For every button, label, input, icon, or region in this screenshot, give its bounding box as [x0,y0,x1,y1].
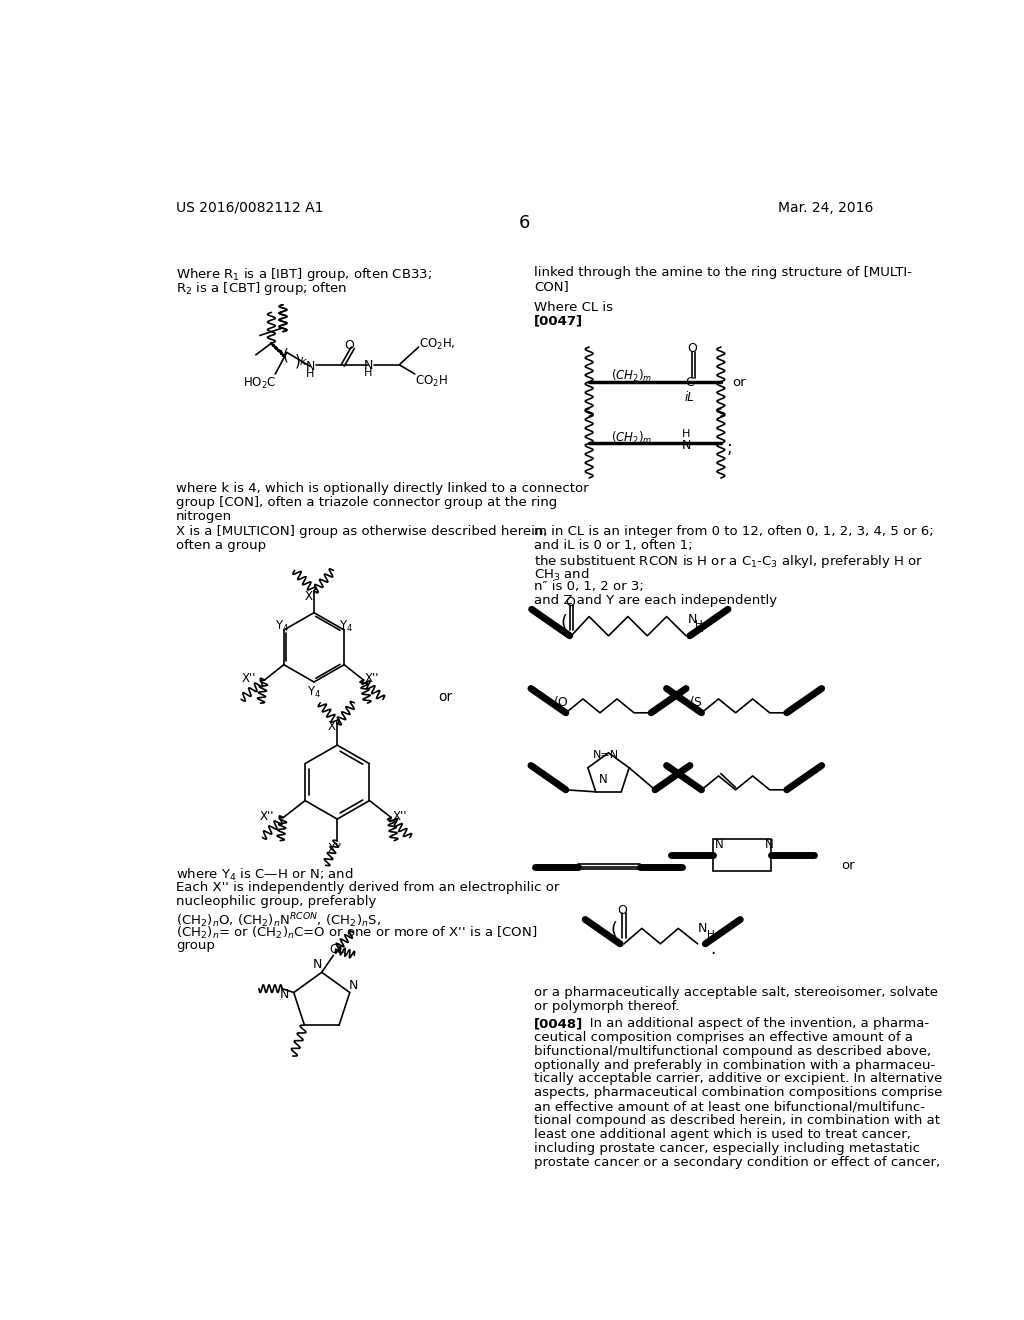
Text: H: H [306,370,314,379]
Text: or polymorph thereof.: or polymorph thereof. [535,1001,680,1012]
Text: Y$_4$: Y$_4$ [307,685,322,700]
Text: N: N [715,837,723,850]
Text: R$_2$ is a [CBT] group; often: R$_2$ is a [CBT] group; often [176,280,347,297]
Text: including prostate cancer, especially including metastatic: including prostate cancer, especially in… [535,1142,921,1155]
Text: CON]: CON] [535,280,569,293]
Text: X'': X'' [242,672,256,685]
Text: X'': X'' [305,590,319,603]
Text: [0048]: [0048] [535,1016,584,1030]
Text: tically acceptable carrier, additive or excipient. In alternative: tically acceptable carrier, additive or … [535,1072,942,1085]
Text: N=N: N=N [593,750,620,760]
Text: or: or [438,689,453,704]
Text: H: H [365,368,373,378]
Text: In an additional aspect of the invention, a pharma-: In an additional aspect of the invention… [577,1016,929,1030]
Text: and Z and Y are each independently: and Z and Y are each independently [535,594,777,607]
Text: Each X'' is independently derived from an electrophilic or: Each X'' is independently derived from a… [176,880,559,894]
Text: ': ' [657,784,662,799]
Text: k: k [300,358,306,367]
Text: N: N [598,774,607,785]
Text: HO$_2$C: HO$_2$C [243,376,276,391]
Text: prostate cancer or a secondary condition or effect of cancer,: prostate cancer or a secondary condition… [535,1155,940,1168]
Text: ': ' [652,709,657,723]
Text: nitrogen: nitrogen [176,510,232,523]
Text: N: N [364,359,373,372]
Text: N: N [681,440,690,453]
Text: aspects, pharmaceutical combination compositions comprise: aspects, pharmaceutical combination comp… [535,1086,942,1100]
Text: O: O [565,595,574,609]
Text: where k is 4, which is optionally directly linked to a connector: where k is 4, which is optionally direct… [176,482,589,495]
Text: (S: (S [690,696,702,709]
Text: .: . [710,940,716,958]
Text: group [CON], often a triazole connector group at the ring: group [CON], often a triazole connector … [176,496,557,508]
Text: H: H [682,429,690,440]
Text: 6: 6 [519,214,530,232]
Text: N: N [313,958,323,972]
Text: or: or [841,859,855,873]
Text: (: ( [283,347,289,362]
Text: O: O [344,339,354,352]
Text: CO$_2$H: CO$_2$H [415,374,447,389]
Text: (CH$_2$)$_n$= or (CH$_2$)$_n$C=O or one or more of X'' is a [CON]: (CH$_2$)$_n$= or (CH$_2$)$_n$C=O or one … [176,925,538,941]
Text: $(CH_2)_m$: $(CH_2)_m$ [611,429,652,446]
Text: or: or [732,376,746,388]
Text: optionally and preferably in combination with a pharmaceu-: optionally and preferably in combination… [535,1059,935,1072]
Text: Where R$_1$ is a [IBT] group, often CB33;: Where R$_1$ is a [IBT] group, often CB33… [176,267,432,284]
Text: X'': X'' [260,810,274,822]
Text: Y$_4$: Y$_4$ [339,619,353,635]
Text: N: N [305,360,314,374]
Text: N: N [697,923,707,936]
Text: (: ( [611,921,617,939]
Text: least one additional agent which is used to treat cancer,: least one additional agent which is used… [535,1127,911,1140]
Text: Mar. 24, 2016: Mar. 24, 2016 [778,201,873,215]
Text: iL: iL [685,391,694,404]
Text: CH$_3$ and: CH$_3$ and [535,566,590,582]
Text: O: O [687,342,697,355]
Text: ': ' [788,785,793,801]
Text: linked through the amine to the ring structure of [MULTI-: linked through the amine to the ring str… [535,267,912,280]
Text: (: ( [560,614,567,632]
Text: X'': X'' [366,672,380,685]
Text: (O: (O [554,696,569,709]
Text: X'': X'' [393,810,408,822]
Text: an effective amount of at least one bifunctional/multifunc-: an effective amount of at least one bifu… [535,1100,925,1113]
Text: N: N [280,987,289,1001]
Text: group: group [176,940,215,952]
Bar [713,840,771,871]
Text: the substituent RCON is H or a C$_1$-C$_3$ alkyl, preferably H or: the substituent RCON is H or a C$_1$-C$_… [535,553,924,570]
Text: nucleophilic group, preferably: nucleophilic group, preferably [176,895,377,908]
Text: CL: CL [330,942,344,956]
Text: X'': X'' [328,842,342,855]
Text: O: O [617,904,628,917]
Text: ': ' [700,628,705,643]
Text: where Y$_4$ is C—H or N; and: where Y$_4$ is C—H or N; and [176,867,353,883]
Text: ): ) [295,354,300,368]
Text: (CH$_2$)$_n$O, (CH$_2$)$_n$N$^{RCON}$, (CH$_2$)$_n$S,: (CH$_2$)$_n$O, (CH$_2$)$_n$N$^{RCON}$, (… [176,911,381,931]
Text: C: C [685,376,694,388]
Text: US 2016/0082112 A1: US 2016/0082112 A1 [176,201,324,215]
Text: H: H [695,620,703,631]
Text: or a pharmaceutically acceptable salt, stereoisomer, solvate: or a pharmaceutically acceptable salt, s… [535,986,938,999]
Text: Y$_4$: Y$_4$ [275,619,290,635]
Text: X is a [MULTICON] group as otherwise described herein,: X is a [MULTICON] group as otherwise des… [176,525,548,539]
Text: bifunctional/multifunctional compound as described above,: bifunctional/multifunctional compound as… [535,1044,931,1057]
Text: ': ' [788,709,793,723]
Text: N: N [687,612,697,626]
Text: m in CL is an integer from 0 to 12, often 0, 1, 2, 3, 4, 5 or 6;: m in CL is an integer from 0 to 12, ofte… [535,525,934,539]
Text: ;: ; [726,440,732,458]
Text: ceutical composition comprises an effective amount of a: ceutical composition comprises an effect… [535,1031,913,1044]
Text: $(CH_2)_m$: $(CH_2)_m$ [611,368,652,384]
Text: tional compound as described herein, in combination with at: tional compound as described herein, in … [535,1114,940,1127]
Text: n″ is 0, 1, 2 or 3;: n″ is 0, 1, 2 or 3; [535,581,644,594]
Text: CO$_2$H,: CO$_2$H, [419,337,456,352]
Text: N: N [765,837,774,850]
Text: X'': X'' [328,721,342,734]
Text: Where CL is: Where CL is [535,301,613,314]
Text: [0047]: [0047] [535,314,584,327]
Text: N: N [349,978,358,991]
Text: H: H [707,929,715,940]
Text: often a group: often a group [176,539,266,552]
Text: and iL is 0 or 1, often 1;: and iL is 0 or 1, often 1; [535,539,692,552]
